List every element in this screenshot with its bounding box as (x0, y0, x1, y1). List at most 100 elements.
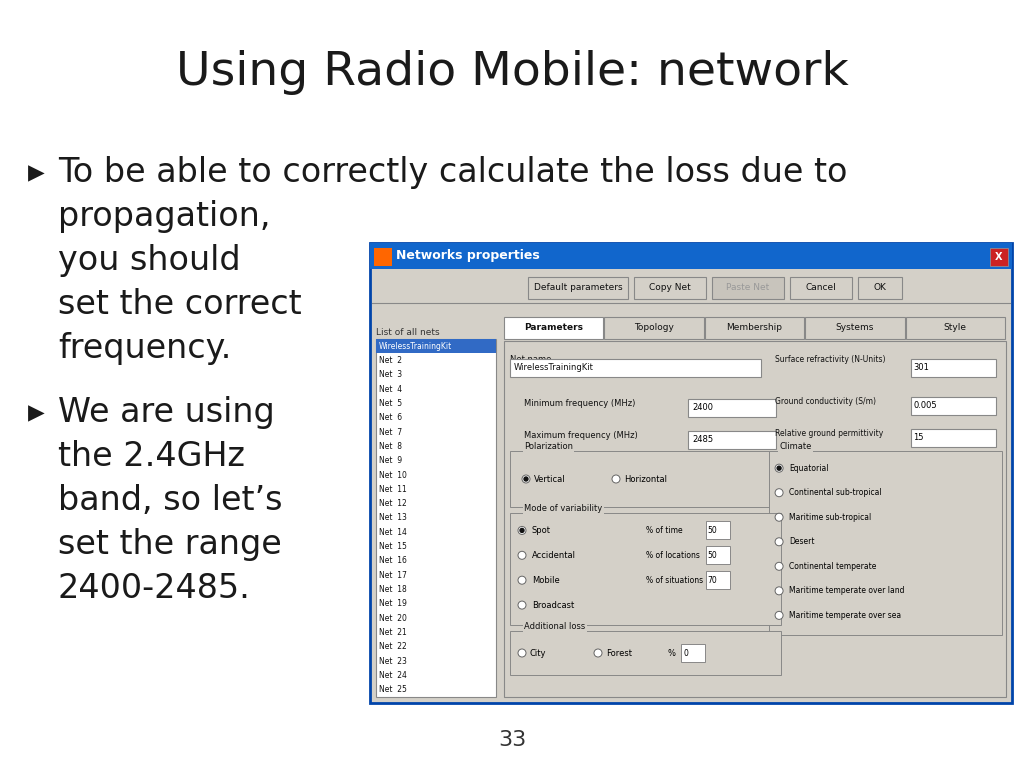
Text: Paste Net: Paste Net (726, 283, 770, 293)
Bar (370, 243, 1012, 703)
Text: Net name: Net name (510, 355, 551, 364)
Text: Broadcast: Broadcast (532, 601, 574, 610)
Circle shape (518, 576, 526, 584)
Text: % of time: % of time (645, 526, 682, 535)
Circle shape (777, 466, 781, 470)
Text: % of situations: % of situations (645, 576, 702, 584)
Text: Desert: Desert (790, 538, 814, 546)
Text: OK: OK (873, 283, 887, 293)
Text: Minimum frequency (MHz): Minimum frequency (MHz) (524, 399, 635, 408)
Text: % of locations: % of locations (645, 551, 699, 560)
Text: 2485: 2485 (692, 435, 714, 445)
Text: ▸: ▸ (28, 396, 45, 429)
Text: 0: 0 (683, 648, 688, 657)
Bar (910, 359, 996, 377)
Text: Net  15: Net 15 (379, 542, 407, 551)
Bar (910, 397, 996, 415)
Text: Net  2: Net 2 (379, 356, 402, 365)
Bar (374, 248, 392, 266)
Text: propagation,: propagation, (58, 200, 270, 233)
Text: To be able to correctly calculate the loss due to: To be able to correctly calculate the lo… (58, 156, 848, 189)
Text: 2400: 2400 (692, 403, 713, 412)
Text: Net  18: Net 18 (379, 585, 407, 594)
Circle shape (775, 562, 783, 571)
Text: Net  20: Net 20 (379, 614, 407, 623)
Bar (706, 521, 729, 539)
Text: Maritime sub-tropical: Maritime sub-tropical (790, 513, 871, 521)
Circle shape (594, 649, 602, 657)
Text: Net  8: Net 8 (379, 442, 402, 451)
Text: Net  22: Net 22 (379, 642, 407, 651)
Circle shape (775, 464, 783, 472)
Text: Net  19: Net 19 (379, 599, 407, 608)
Bar (376, 339, 496, 353)
Bar (504, 317, 603, 339)
Text: Net  9: Net 9 (379, 456, 402, 465)
Bar (990, 248, 1008, 266)
Circle shape (518, 601, 526, 609)
Bar (681, 644, 706, 662)
Text: Maritime temperate over sea: Maritime temperate over sea (790, 611, 901, 620)
Bar (712, 277, 784, 299)
Circle shape (520, 528, 524, 532)
Text: Using Radio Mobile: network: Using Radio Mobile: network (176, 50, 848, 95)
Circle shape (518, 526, 526, 535)
Text: Cancel: Cancel (806, 283, 837, 293)
Bar (706, 546, 729, 564)
Text: Style: Style (944, 323, 967, 333)
Text: Net  6: Net 6 (379, 413, 402, 422)
Text: Mode of variability: Mode of variability (524, 504, 602, 513)
Text: Net  16: Net 16 (379, 557, 407, 565)
Text: 70: 70 (708, 576, 717, 584)
Text: Spot: Spot (532, 526, 551, 535)
Bar (688, 431, 776, 449)
Text: Net  10: Net 10 (379, 471, 407, 479)
Text: Horizontal: Horizontal (624, 475, 667, 484)
Text: Additional loss: Additional loss (524, 622, 586, 631)
Text: 0.005: 0.005 (913, 402, 937, 411)
Text: the 2.4GHz: the 2.4GHz (58, 440, 245, 473)
Text: WirelessTrainingKit: WirelessTrainingKit (379, 342, 453, 351)
Bar (510, 359, 761, 377)
Bar (905, 317, 1005, 339)
Circle shape (775, 488, 783, 497)
Text: 50: 50 (708, 551, 717, 560)
Bar (510, 631, 781, 675)
Text: 301: 301 (913, 363, 929, 372)
Text: ▸: ▸ (28, 156, 45, 189)
Text: Net  12: Net 12 (379, 499, 407, 508)
Circle shape (612, 475, 620, 483)
Text: City: City (530, 648, 547, 657)
Text: 2400-2485.: 2400-2485. (58, 572, 251, 605)
Text: Parameters: Parameters (524, 323, 584, 333)
Text: Net  11: Net 11 (379, 485, 407, 494)
Text: Default parameters: Default parameters (534, 283, 623, 293)
Text: Continental temperate: Continental temperate (790, 562, 877, 571)
Bar (634, 277, 706, 299)
Bar (604, 317, 703, 339)
Text: Net  3: Net 3 (379, 370, 402, 379)
Bar (858, 277, 902, 299)
Bar (805, 317, 904, 339)
Text: Forest: Forest (606, 648, 632, 657)
Text: Polarization: Polarization (524, 442, 573, 451)
Text: 50: 50 (708, 526, 717, 535)
Text: Mobile: Mobile (532, 576, 560, 584)
Text: Net  7: Net 7 (379, 428, 402, 436)
Text: Net  13: Net 13 (379, 514, 407, 522)
Text: Vertical: Vertical (534, 475, 565, 484)
Text: Net  23: Net 23 (379, 657, 407, 666)
Bar (370, 243, 1012, 269)
Text: Systems: Systems (836, 323, 874, 333)
Bar (688, 399, 776, 417)
Bar (510, 513, 781, 625)
Text: Surface refractivity (N-Units): Surface refractivity (N-Units) (775, 355, 886, 364)
Circle shape (775, 611, 783, 619)
Text: set the correct: set the correct (58, 288, 302, 321)
Text: you should: you should (58, 244, 241, 277)
Bar (790, 277, 852, 299)
Circle shape (775, 513, 783, 521)
Bar (528, 277, 628, 299)
Text: Networks properties: Networks properties (396, 250, 540, 263)
Circle shape (524, 477, 528, 481)
